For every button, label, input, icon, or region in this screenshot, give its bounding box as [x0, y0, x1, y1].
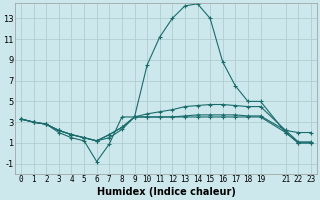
X-axis label: Humidex (Indice chaleur): Humidex (Indice chaleur) — [97, 187, 236, 197]
